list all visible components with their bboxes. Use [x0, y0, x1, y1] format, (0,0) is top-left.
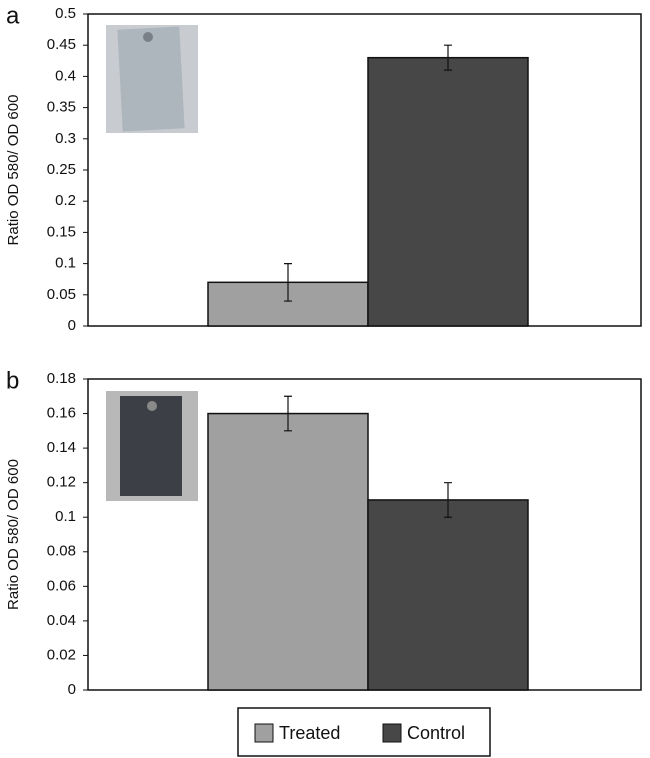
y-tick-label: 0.08 [47, 543, 76, 560]
y-tick-label: 0.15 [47, 223, 76, 240]
photo-inset [106, 391, 198, 501]
error-bar [444, 482, 452, 518]
panel-label: a [6, 2, 20, 29]
y-tick-label: 0.25 [47, 161, 76, 178]
y-tick-label: 0.35 [47, 99, 76, 116]
bar [367, 499, 529, 691]
y-tick-label: 0.06 [47, 577, 76, 594]
y-tick-label: 0.2 [55, 192, 76, 209]
bar [367, 56, 529, 327]
y-tick-label: 0.16 [47, 405, 76, 422]
series [207, 395, 369, 691]
legend-swatch [254, 723, 274, 743]
y-tick-label: 0.02 [47, 646, 76, 663]
y-axis-label: Ratio OD 580/ OD 600 [5, 95, 22, 246]
panel-label: b [6, 367, 19, 394]
legend-swatch [382, 723, 402, 743]
error-bar [284, 395, 292, 432]
y-tick-label: 0.45 [47, 36, 76, 53]
y-tick-label: 0.14 [47, 439, 76, 456]
error-bar [444, 44, 452, 71]
y-tick-label: 0.12 [47, 474, 76, 491]
y-tick-label: 0 [68, 681, 76, 698]
legend-label: Control [407, 723, 465, 743]
series [207, 263, 369, 327]
y-tick-label: 0.1 [55, 508, 76, 525]
series [367, 482, 529, 691]
y-tick-label: 0 [68, 317, 76, 334]
y-tick-label: 0.4 [55, 67, 76, 84]
error-bar [284, 263, 292, 302]
y-tick-label: 0.3 [55, 130, 76, 147]
bar [207, 412, 369, 691]
legend-label: Treated [279, 723, 340, 743]
y-axis-label: Ratio OD 580/ OD 600 [5, 459, 22, 610]
legend-box [237, 707, 491, 757]
photo-inset [106, 25, 198, 133]
y-tick-label: 0.1 [55, 255, 76, 272]
y-tick-label: 0.05 [47, 286, 76, 303]
y-tick-label: 0.04 [47, 612, 76, 629]
y-tick-label: 0.5 [55, 5, 76, 22]
y-tick-label: 0.18 [47, 370, 76, 387]
series [367, 44, 529, 327]
